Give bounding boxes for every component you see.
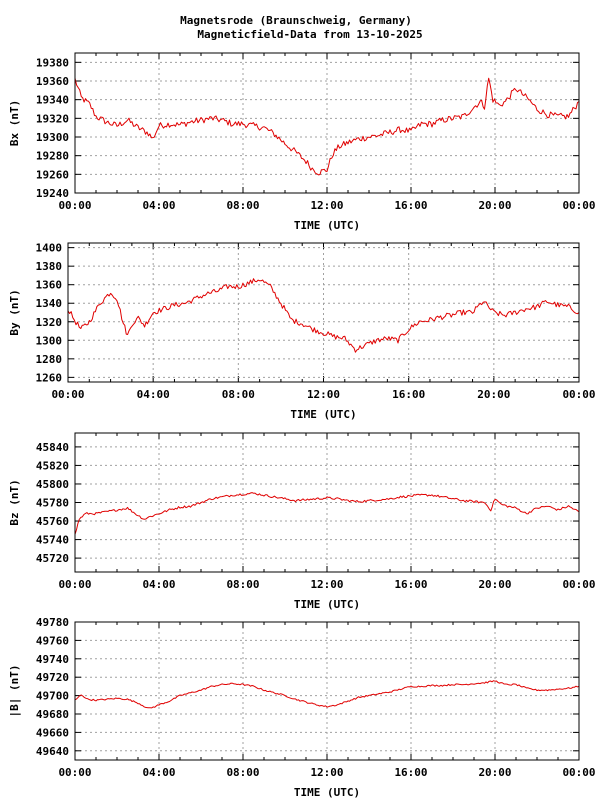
y-tick-label: 49640 (36, 745, 69, 758)
panel-4: 00:00 04:00 08:00 12:00 16:00 20:00 00:00 49640… (8, 616, 596, 799)
x-tick-label: 04:00 (137, 388, 170, 401)
x-tick-label: 00:00 (58, 199, 91, 212)
x-tick-label: 16:00 (394, 766, 427, 779)
y-tick-label: 49740 (36, 653, 69, 666)
y-tick-label: 1360 (36, 279, 63, 292)
y-tick-label: 19240 (36, 187, 69, 200)
x-tick-label: 04:00 (142, 199, 175, 212)
y-tick-label: 1340 (36, 297, 63, 310)
x-axis-label: TIME (UTC) (294, 786, 360, 799)
series-line (74, 680, 580, 709)
y-tick-label: 49780 (36, 616, 69, 629)
y-tick-label: 45760 (36, 515, 69, 528)
x-tick-label: 08:00 (222, 388, 255, 401)
x-tick-label: 20:00 (478, 766, 511, 779)
x-tick-label: 20:00 (478, 199, 511, 212)
y-tick-label: 19380 (36, 56, 69, 69)
x-tick-label: 04:00 (142, 766, 175, 779)
y-tick-label: 45780 (36, 497, 69, 510)
x-tick-label: 16:00 (394, 199, 427, 212)
y-axis-label: By (nT) (8, 289, 21, 335)
y-tick-label: 49760 (36, 634, 69, 647)
x-tick-label: 00:00 (562, 578, 595, 591)
y-tick-label: 45840 (36, 441, 69, 454)
series-line (74, 492, 580, 535)
y-tick-label: 19320 (36, 112, 69, 125)
y-axis-label: Bx (nT) (8, 100, 21, 146)
y-tick-label: 49680 (36, 708, 69, 721)
y-tick-label: 19280 (36, 150, 69, 163)
x-tick-label: 12:00 (307, 388, 340, 401)
panel-3: 00:00 04:00 08:00 12:00 16:00 20:00 00:00 45720… (8, 432, 596, 611)
chart-title-line2: Magneticfield-Data from 13-10-2025 (197, 28, 422, 41)
panel-1: 00:00 04:00 08:00 12:00 16:00 20:00 00:0019240… (8, 52, 596, 232)
x-tick-label: 20:00 (477, 388, 510, 401)
x-tick-label: 00:00 (51, 388, 84, 401)
x-tick-label: 00:00 (562, 199, 595, 212)
x-tick-label: 00:00 (562, 388, 595, 401)
x-axis-label: TIME (UTC) (290, 408, 356, 421)
series-line (74, 77, 580, 176)
x-tick-label: 16:00 (392, 388, 425, 401)
y-tick-label: 19360 (36, 75, 69, 88)
y-axis-label: |B| (nT) (8, 665, 21, 718)
y-tick-label: 49660 (36, 726, 69, 739)
x-axis-label: TIME (UTC) (294, 219, 360, 232)
y-tick-label: 45740 (36, 534, 69, 547)
x-tick-label: 20:00 (478, 578, 511, 591)
y-tick-label: 45820 (36, 459, 69, 472)
x-axis-label: TIME (UTC) (294, 598, 360, 611)
y-tick-label: 19300 (36, 131, 69, 144)
x-tick-label: 08:00 (226, 578, 259, 591)
y-tick-label: 1280 (36, 353, 63, 366)
y-tick-label: 19260 (36, 168, 69, 181)
x-tick-label: 12:00 (310, 199, 343, 212)
series-line (67, 278, 580, 353)
x-tick-label: 00:00 (58, 766, 91, 779)
x-tick-label: 16:00 (394, 578, 427, 591)
y-tick-label: 45720 (36, 552, 69, 565)
x-tick-label: 12:00 (310, 766, 343, 779)
x-tick-label: 00:00 (562, 766, 595, 779)
y-tick-label: 49700 (36, 690, 69, 703)
x-tick-label: 12:00 (310, 578, 343, 591)
y-tick-label: 45800 (36, 478, 69, 491)
panel-2: 00:00 04:00 08:00 12:00 16:00 20:00 00:00 1260 1… (8, 242, 596, 421)
x-tick-label: 08:00 (226, 766, 259, 779)
y-tick-label: 1380 (36, 260, 63, 273)
plot-frame (74, 52, 580, 194)
y-tick-label: 1320 (36, 316, 63, 329)
x-tick-label: 04:00 (142, 578, 175, 591)
x-tick-label: 00:00 (58, 578, 91, 591)
y-tick-label: 1260 (36, 371, 63, 384)
chart-title-line1: Magnetsrode (Braunschweig, Germany) (180, 14, 412, 27)
plot-frame (74, 432, 580, 573)
y-tick-label: 19340 (36, 94, 69, 107)
x-tick-label: 08:00 (226, 199, 259, 212)
plot-frame (74, 621, 580, 761)
plot-frame (67, 242, 580, 383)
y-tick-label: 49720 (36, 671, 69, 684)
y-axis-label: Bz (nT) (8, 479, 21, 525)
y-tick-label: 1300 (36, 334, 63, 347)
y-tick-label: 1400 (36, 242, 63, 255)
chart-panels: 00:00 04:00 08:00 12:00 16:00 20:00 00:0019240… (8, 52, 596, 799)
